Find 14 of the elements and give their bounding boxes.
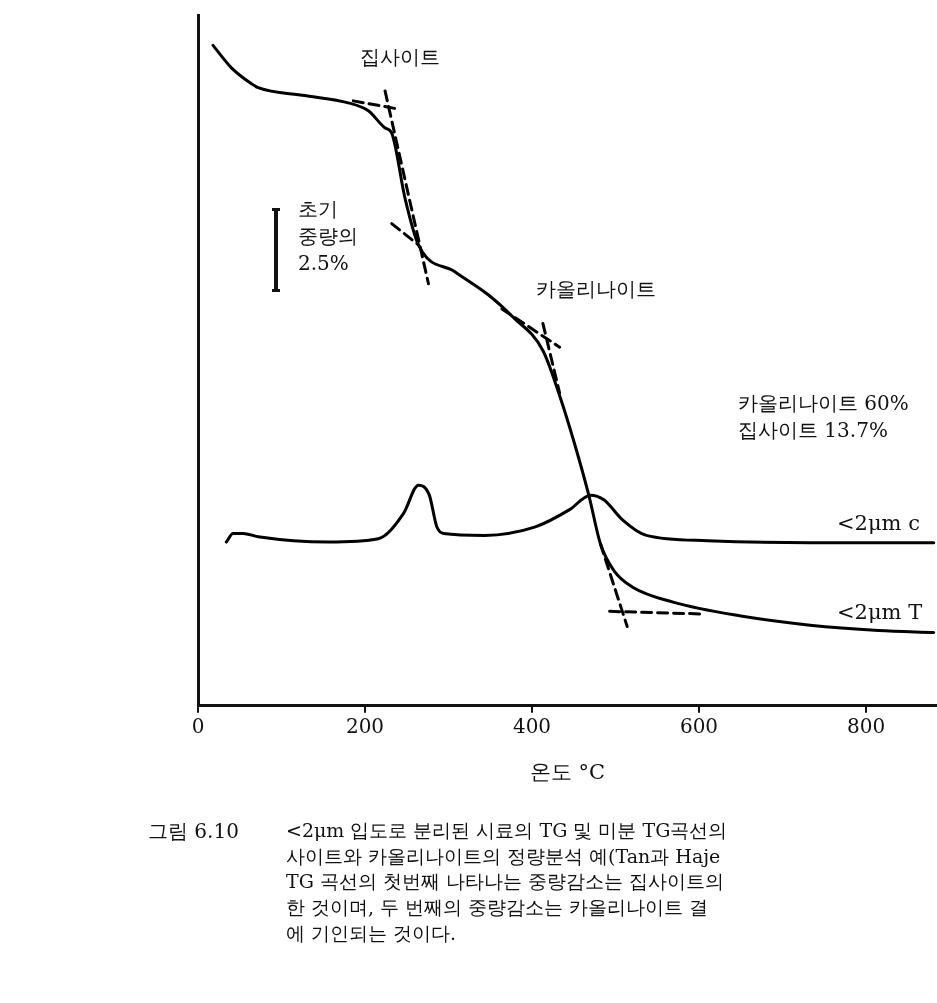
x-tick-label: 400 <box>512 714 552 738</box>
text: <2μm 입도로 분리된 시료의 TG 및 미분 TG곡선의 사이트와 카올리나이트의 정량분석 예(Tan과 Haje TG 곡선의 첫번째 나타나는 중량감소는 집사이트의 한 것이며, 두 번째의 중량감소는 카올리나이트 결 에 기인되는 것이다. <box>286 818 728 946</box>
x-tick-label: 200 <box>345 714 385 738</box>
annotation: 집사이트 <box>360 44 440 71</box>
annotation: 초기 중량의 2.5% <box>298 196 358 277</box>
x-tick-label: 800 <box>846 714 886 738</box>
x-tick-label: 0 <box>191 714 205 738</box>
series-label: <2μm T <box>837 600 923 625</box>
x-tick-label: 600 <box>679 714 719 738</box>
annotation: 카올리나이트 <box>536 276 656 303</box>
x-axis-title: 온도 °C <box>529 759 606 784</box>
caption: 그림 6.10 <box>148 818 239 845</box>
annotation: 카올리나이트 60% 집사이트 13.7% <box>738 390 909 444</box>
series-label: <2μm c <box>837 510 920 535</box>
